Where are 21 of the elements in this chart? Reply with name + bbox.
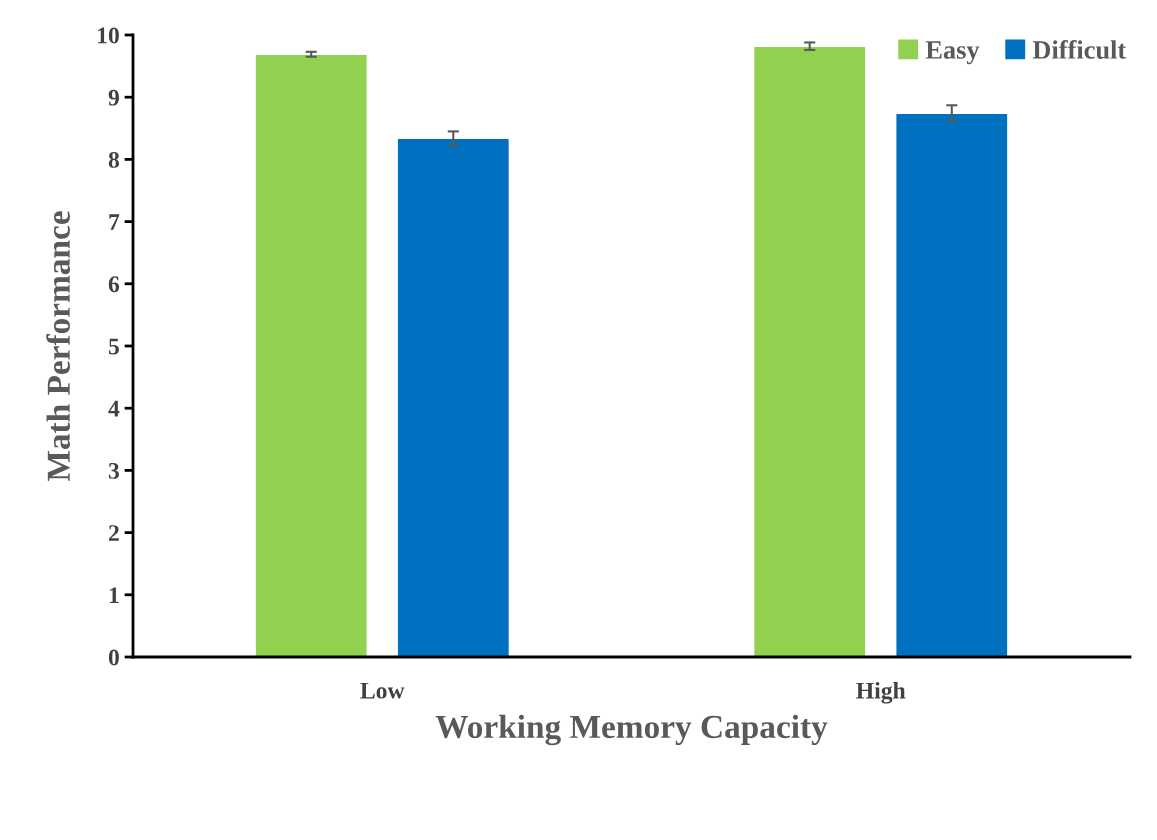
legend-label: Easy bbox=[925, 41, 980, 65]
y-tick-label: 9 bbox=[108, 89, 119, 106]
bar bbox=[752, 45, 867, 657]
x-tick-label: High bbox=[856, 682, 906, 704]
y-tick-label: 6 bbox=[108, 276, 120, 293]
x-axis-title: Working Memory Capacity bbox=[435, 714, 828, 746]
y-tick-label: 8 bbox=[108, 151, 120, 168]
bar bbox=[895, 112, 1009, 657]
x-tick-label: Low bbox=[360, 682, 405, 699]
y-tick-label: 7 bbox=[109, 214, 120, 230]
y-tick-label: 4 bbox=[108, 400, 120, 417]
legend-label: Difficult bbox=[1032, 39, 1127, 59]
bar bbox=[254, 53, 368, 657]
y-tick-label: 5 bbox=[108, 338, 119, 355]
y-tick-label: 3 bbox=[108, 462, 119, 479]
y-tick-label: 10 bbox=[98, 27, 119, 44]
y-tick-label: 0 bbox=[108, 649, 119, 666]
y-axis-title: Math Performance bbox=[46, 211, 70, 482]
bar bbox=[396, 137, 511, 657]
y-tick-label: 1 bbox=[109, 587, 119, 603]
y-tick-label: 2 bbox=[108, 525, 119, 541]
